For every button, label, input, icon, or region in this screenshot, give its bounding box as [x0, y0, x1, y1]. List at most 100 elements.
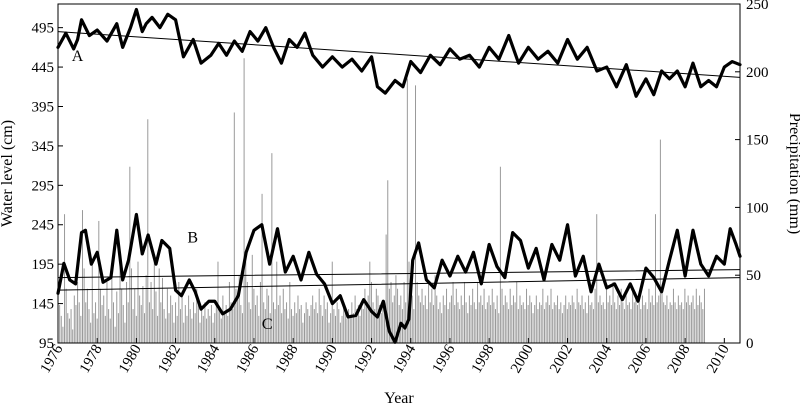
- precipitation-bar: [227, 315, 229, 343]
- precipitation-bar: [573, 302, 575, 343]
- precipitation-bar: [695, 288, 697, 343]
- precipitation-bar: [212, 322, 214, 343]
- precipitation-bar: [113, 302, 114, 343]
- x-tick-label: 1990: [312, 342, 341, 376]
- precipitation-bar: [318, 288, 320, 343]
- precipitation-bar: [320, 305, 322, 343]
- precipitation-bar: [561, 313, 563, 343]
- precipitation-bar: [387, 180, 389, 343]
- precipitation-bar: [328, 322, 330, 343]
- precipitation-bar: [380, 313, 382, 343]
- precipitation-bar: [638, 302, 640, 343]
- precipitation-bar: [140, 305, 142, 343]
- precipitation-bar: [88, 309, 90, 343]
- precipitation-bar: [455, 288, 457, 343]
- precipitation-bar: [473, 302, 475, 343]
- precipitation-bar: [284, 309, 286, 343]
- precipitation-bar: [512, 295, 514, 343]
- precipitation-bar: [230, 302, 232, 343]
- x-tick-label: 1980: [116, 342, 145, 376]
- precipitation-bar: [411, 295, 413, 343]
- precipitation-bar: [428, 281, 430, 343]
- precipitation-bar: [237, 295, 239, 343]
- precipitation-bar: [161, 277, 163, 343]
- precipitation-bar: [134, 288, 136, 343]
- precipitation-bar: [272, 302, 274, 343]
- precipitation-bar: [668, 309, 670, 343]
- precipitation-bar: [60, 315, 62, 343]
- precipitation-bar: [672, 288, 674, 343]
- precipitation-bar: [121, 288, 123, 343]
- precipitation-bar: [591, 302, 593, 343]
- precipitation-bar: [388, 288, 390, 343]
- precipitation-bar: [181, 291, 183, 343]
- precipitation-bar: [586, 313, 588, 343]
- precipitation-bar: [62, 326, 64, 343]
- precipitation-bar: [233, 112, 235, 343]
- precipitation-bar: [390, 281, 392, 343]
- precipitation-bar: [292, 315, 294, 343]
- x-tick-label: 1996: [430, 342, 459, 376]
- precipitation-bar: [478, 302, 480, 343]
- precipitation-bar: [73, 295, 75, 343]
- precipitation-bar: [289, 281, 291, 343]
- precipitation-bar: [548, 305, 550, 343]
- precipitation-bar: [122, 305, 124, 343]
- precipitation-bar: [255, 305, 257, 343]
- precipitation-bar: [463, 281, 465, 343]
- precipitation-bar: [356, 309, 358, 343]
- precipitation-bar: [684, 288, 686, 343]
- precipitation-bar: [183, 322, 185, 343]
- precipitation-bar: [295, 313, 297, 343]
- precipitation-bar: [622, 302, 624, 343]
- x-tick-label: 2004: [586, 342, 615, 376]
- precipitation-bar: [259, 281, 261, 343]
- precipitation-bar: [75, 305, 77, 343]
- precipitation-bar: [589, 305, 591, 343]
- precipitation-bar: [65, 288, 67, 343]
- precipitation-bar: [446, 288, 448, 343]
- precipitation-bar: [224, 313, 226, 343]
- precipitation-bar: [286, 302, 288, 343]
- precipitation-bar: [374, 309, 376, 343]
- precipitation-bar: [641, 295, 643, 343]
- y-tick-label: 95: [39, 336, 54, 352]
- precipitation-bar: [495, 309, 497, 343]
- series-label-c: C: [262, 316, 273, 333]
- precipitation-bar: [222, 295, 224, 343]
- precipitation-bar: [85, 302, 87, 343]
- precipitation-bar: [584, 302, 586, 343]
- precipitation-bar: [686, 302, 688, 343]
- precipitation-bar: [661, 288, 663, 343]
- y-tick-label: 195: [32, 257, 55, 273]
- precipitation-bar: [687, 295, 689, 343]
- precipitation-bar: [207, 309, 209, 343]
- precipitation-bar: [651, 295, 653, 343]
- precipitation-bar: [583, 309, 585, 343]
- x-tick-label: 1986: [234, 342, 263, 376]
- precipitation-bar: [367, 295, 369, 343]
- precipitation-bar: [437, 309, 439, 343]
- precipitation-bar: [542, 288, 544, 343]
- precipitation-bar: [93, 313, 95, 343]
- precipitation-bar: [516, 281, 518, 343]
- precipitation-bar: [219, 309, 221, 343]
- precipitation-bar: [157, 315, 159, 343]
- precipitation-bar: [70, 309, 72, 343]
- precipitation-bar: [276, 261, 278, 343]
- precipitation-bar: [196, 288, 198, 343]
- precipitation-bar: [579, 305, 581, 343]
- precipitation-bar: [596, 214, 598, 343]
- precipitation-bar: [477, 281, 479, 343]
- precipitation-bar: [126, 281, 128, 343]
- precipitation-bar: [522, 302, 524, 343]
- precipitation-bar: [452, 281, 454, 343]
- precipitation-bar: [346, 318, 348, 343]
- precipitation-bar: [540, 305, 542, 343]
- precipitation-bar: [619, 305, 621, 343]
- precipitation-bar: [530, 302, 532, 343]
- precipitation-bar: [393, 295, 395, 343]
- precipitation-bar: [460, 295, 462, 343]
- precipitation-bar: [419, 302, 421, 343]
